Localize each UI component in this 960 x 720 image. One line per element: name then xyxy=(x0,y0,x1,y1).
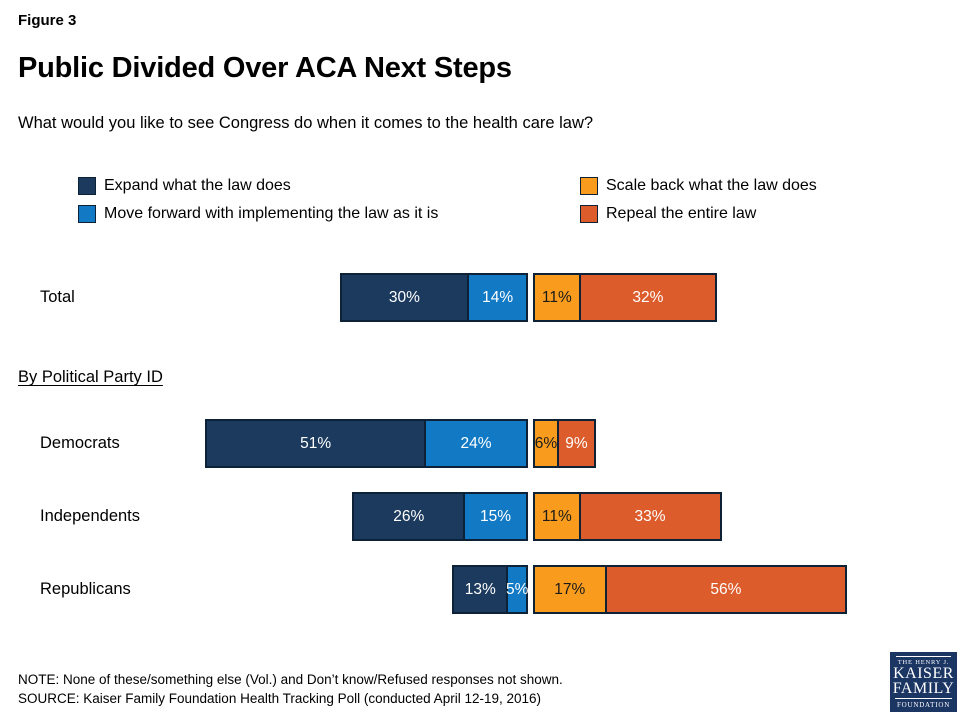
section-header-party-id: By Political Party ID xyxy=(18,368,163,386)
chart-note: NOTE: None of these/something else (Vol.… xyxy=(18,672,563,687)
logo-line-foundation: FOUNDATION xyxy=(895,697,952,709)
bar-segment: 6% xyxy=(533,419,559,468)
bar-row-total: Total 30% 14% 11% 32% xyxy=(0,273,960,322)
bar-group-right: 11% 33% xyxy=(533,492,722,541)
row-label-republicans: Republicans xyxy=(40,580,131,598)
bar-row-independents: Independents 26% 15% 11% 33% xyxy=(0,492,960,541)
bar-group-left: 13% 5% xyxy=(452,565,528,614)
logo-line-kaiser: KAISER xyxy=(893,664,954,682)
bar-segment: 51% xyxy=(205,419,427,468)
bar-segment: 30% xyxy=(339,273,470,322)
bar-group-left: 51% 24% xyxy=(205,419,528,468)
bar-group-left: 30% 14% xyxy=(339,273,528,322)
logo-line-the-henry-j: THE HENRY J. xyxy=(896,655,951,666)
figure-label: Figure 3 xyxy=(18,12,77,29)
legend-swatch-scale-back xyxy=(580,177,598,195)
bar-segment: 9% xyxy=(556,419,596,468)
row-label-democrats: Democrats xyxy=(40,434,120,452)
bar-row-democrats: Democrats 51% 24% 6% 9% xyxy=(0,419,960,468)
legend-label: Repeal the entire law xyxy=(606,205,757,222)
bar-segment: 26% xyxy=(352,492,466,541)
legend-swatch-move-forward xyxy=(78,205,96,223)
bar-segment: 56% xyxy=(604,565,848,614)
bar-segment: 14% xyxy=(467,273,528,322)
legend-label: Move forward with implementing the law a… xyxy=(104,205,439,222)
legend-swatch-expand xyxy=(78,177,96,195)
bar-group-right: 11% 32% xyxy=(533,273,718,322)
bar-group-right: 6% 9% xyxy=(533,419,596,468)
bar-segment: 24% xyxy=(424,419,528,468)
kaiser-family-foundation-logo: THE HENRY J. KAISER FAMILY FOUNDATION xyxy=(890,652,957,712)
bar-segment: 32% xyxy=(578,273,718,322)
legend-item-scale-back: Scale back what the law does xyxy=(580,177,817,195)
bar-group-left: 26% 15% xyxy=(352,492,528,541)
legend-label: Expand what the law does xyxy=(104,177,291,194)
legend-label: Scale back what the law does xyxy=(606,177,817,194)
bar-segment: 11% xyxy=(533,492,581,541)
chart-source: SOURCE: Kaiser Family Foundation Health … xyxy=(18,691,541,706)
bar-segment: 5% xyxy=(506,565,528,614)
bar-segment: 33% xyxy=(578,492,722,541)
row-label-independents: Independents xyxy=(40,507,141,525)
logo-line-family: FAMILY xyxy=(892,679,955,697)
legend-item-expand: Expand what the law does xyxy=(78,177,291,195)
legend-item-move-forward: Move forward with implementing the law a… xyxy=(78,205,438,223)
bar-segment: 17% xyxy=(533,565,607,614)
bar-group-right: 17% 56% xyxy=(533,565,848,614)
bar-segment: 11% xyxy=(533,273,581,322)
legend-swatch-repeal xyxy=(580,205,598,223)
page-title: Public Divided Over ACA Next Steps xyxy=(18,52,512,84)
bar-row-republicans: Republicans 13% 5% 17% 56% xyxy=(0,565,960,614)
bar-segment: 13% xyxy=(452,565,509,614)
bar-segment: 15% xyxy=(463,492,528,541)
legend-item-repeal: Repeal the entire law xyxy=(580,205,756,223)
survey-question: What would you like to see Congress do w… xyxy=(18,114,594,132)
row-label-total: Total xyxy=(40,288,75,306)
